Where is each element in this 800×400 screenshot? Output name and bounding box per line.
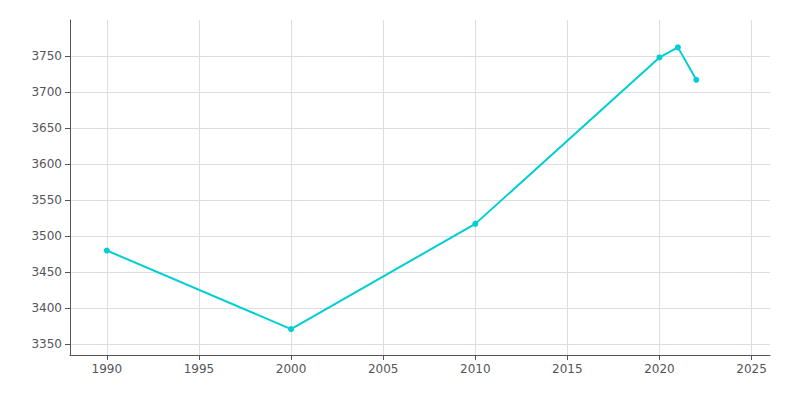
svg-text:2020: 2020: [644, 362, 675, 376]
svg-text:3750: 3750: [31, 49, 62, 63]
svg-text:3600: 3600: [31, 157, 62, 171]
svg-text:3500: 3500: [31, 229, 62, 243]
svg-text:2010: 2010: [460, 362, 491, 376]
svg-text:3650: 3650: [31, 121, 62, 135]
svg-text:1995: 1995: [184, 362, 215, 376]
svg-text:3350: 3350: [31, 337, 62, 351]
svg-text:1990: 1990: [92, 362, 123, 376]
svg-text:3550: 3550: [31, 193, 62, 207]
svg-text:2005: 2005: [368, 362, 399, 376]
svg-text:2025: 2025: [736, 362, 767, 376]
svg-text:3450: 3450: [31, 265, 62, 279]
svg-text:3700: 3700: [31, 85, 62, 99]
svg-text:3400: 3400: [31, 301, 62, 315]
svg-text:2000: 2000: [276, 362, 307, 376]
svg-text:2015: 2015: [552, 362, 583, 376]
